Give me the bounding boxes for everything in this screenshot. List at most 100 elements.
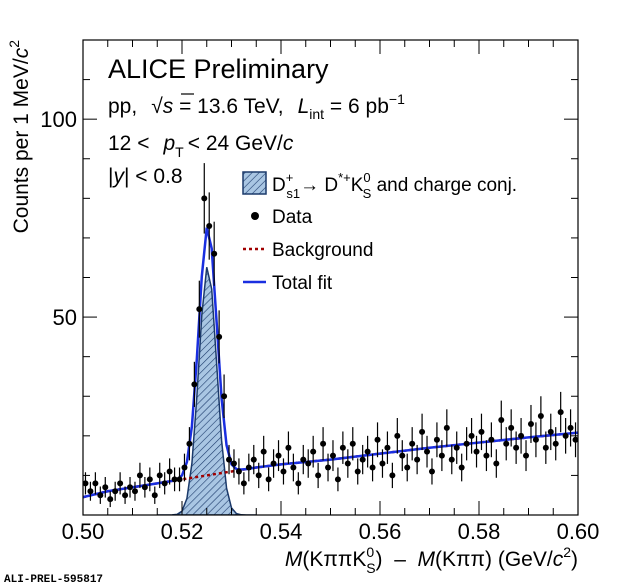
note-part: < 24 GeV/ bbox=[188, 132, 283, 155]
data-point bbox=[141, 484, 148, 491]
data-point bbox=[270, 460, 277, 467]
data-point bbox=[567, 424, 574, 431]
data-point bbox=[201, 195, 208, 202]
axis-title-part: Counts per 1 MeV/ bbox=[10, 58, 33, 233]
data-point bbox=[433, 436, 440, 443]
x-tick-label: 0.50 bbox=[62, 519, 105, 544]
data-point bbox=[122, 492, 129, 499]
data-point bbox=[518, 432, 525, 439]
data-point bbox=[384, 444, 391, 451]
data-point bbox=[112, 488, 119, 495]
x-tick-label: 0.58 bbox=[458, 519, 501, 544]
data-point bbox=[166, 468, 173, 475]
data-point bbox=[369, 464, 376, 471]
data-point bbox=[448, 456, 455, 463]
data-point bbox=[131, 488, 138, 495]
data-point bbox=[419, 428, 426, 435]
data-point bbox=[557, 409, 564, 416]
data-point bbox=[235, 468, 242, 475]
data-point bbox=[300, 456, 307, 463]
data-point bbox=[136, 472, 143, 479]
note-part: s bbox=[163, 95, 174, 118]
axis-title-part: S bbox=[366, 560, 375, 576]
data-point bbox=[315, 472, 322, 479]
data-point bbox=[329, 452, 336, 459]
data-point bbox=[171, 476, 178, 483]
legend-part: 0 bbox=[363, 170, 370, 185]
fit-line bbox=[83, 227, 578, 499]
energy-note: pp, √s = 13.6 TeV, Lint = 6 pb−1 bbox=[108, 91, 405, 122]
data-point bbox=[161, 480, 168, 487]
data-point bbox=[102, 484, 109, 491]
axis-title-part: c bbox=[10, 47, 33, 58]
data-point bbox=[527, 420, 534, 427]
sqrt-sign: √ bbox=[151, 95, 163, 118]
y-axis-title: Counts per 1 MeV/c2 bbox=[6, 40, 33, 234]
data-point bbox=[354, 468, 361, 475]
x-tick-label: 0.56 bbox=[359, 519, 402, 544]
data-point bbox=[428, 468, 435, 475]
data-point bbox=[97, 492, 104, 499]
data-point bbox=[344, 460, 351, 467]
x-tick-label: 0.52 bbox=[161, 519, 204, 544]
data-point bbox=[339, 444, 346, 451]
data-point bbox=[295, 480, 302, 487]
data-point bbox=[562, 432, 569, 439]
plot-area bbox=[83, 163, 578, 515]
data-point bbox=[409, 440, 416, 447]
data-point bbox=[151, 492, 158, 499]
data-point bbox=[463, 440, 470, 447]
axes bbox=[82, 39, 579, 516]
data-point bbox=[230, 460, 237, 467]
y-tick-label: 100 bbox=[40, 107, 77, 132]
data-point bbox=[191, 381, 198, 388]
data-point bbox=[240, 480, 247, 487]
data-point bbox=[196, 306, 203, 313]
data-point bbox=[181, 464, 188, 471]
data-point bbox=[359, 456, 366, 463]
x-tick-label: 0.60 bbox=[557, 519, 600, 544]
data-point bbox=[255, 472, 262, 479]
axis-title-part: ) – bbox=[376, 548, 418, 571]
legend-label: D+ s1→ D*+K0 S and charge conj. bbox=[272, 170, 517, 201]
data-point bbox=[374, 436, 381, 443]
data-point bbox=[186, 440, 193, 447]
note-part: 12 < bbox=[108, 132, 149, 155]
data-point bbox=[260, 448, 267, 455]
data-point bbox=[83, 480, 89, 487]
data-point bbox=[542, 444, 549, 451]
note-part: T bbox=[175, 144, 184, 160]
legend-part: s1 bbox=[286, 186, 300, 201]
legend: D+ s1→ D*+K0 S and charge conj. Data Backg… bbox=[242, 170, 517, 294]
data-point bbox=[221, 393, 228, 400]
legend-swatch bbox=[242, 171, 267, 195]
data-point bbox=[117, 480, 124, 487]
note-part: | bbox=[108, 165, 113, 188]
note-part: pp, bbox=[108, 95, 137, 118]
data-point bbox=[438, 452, 445, 459]
note-part: L bbox=[298, 95, 310, 118]
data-point bbox=[513, 444, 520, 451]
axis-title-part: 2 bbox=[6, 40, 22, 48]
data-point bbox=[453, 444, 460, 451]
data-point bbox=[156, 472, 163, 479]
data-point bbox=[483, 452, 490, 459]
footer-label: ALI-PREL-595817 bbox=[4, 574, 103, 586]
note-part: p bbox=[162, 132, 175, 155]
data-point bbox=[364, 448, 371, 455]
chart-title: ALICE Preliminary bbox=[108, 54, 329, 84]
pt-note: 12 < pT < 24 GeV/c bbox=[108, 132, 294, 160]
data-point bbox=[211, 250, 218, 257]
data-point bbox=[92, 480, 99, 487]
data-point bbox=[176, 476, 183, 483]
data-point bbox=[399, 452, 406, 459]
data-point bbox=[107, 496, 114, 503]
data-point bbox=[547, 428, 554, 435]
data-point bbox=[320, 440, 327, 447]
legend-label: Background bbox=[272, 240, 373, 261]
data-point bbox=[537, 413, 544, 420]
data-point bbox=[127, 484, 134, 491]
data-point bbox=[290, 464, 297, 471]
legend-part: D bbox=[272, 175, 286, 196]
